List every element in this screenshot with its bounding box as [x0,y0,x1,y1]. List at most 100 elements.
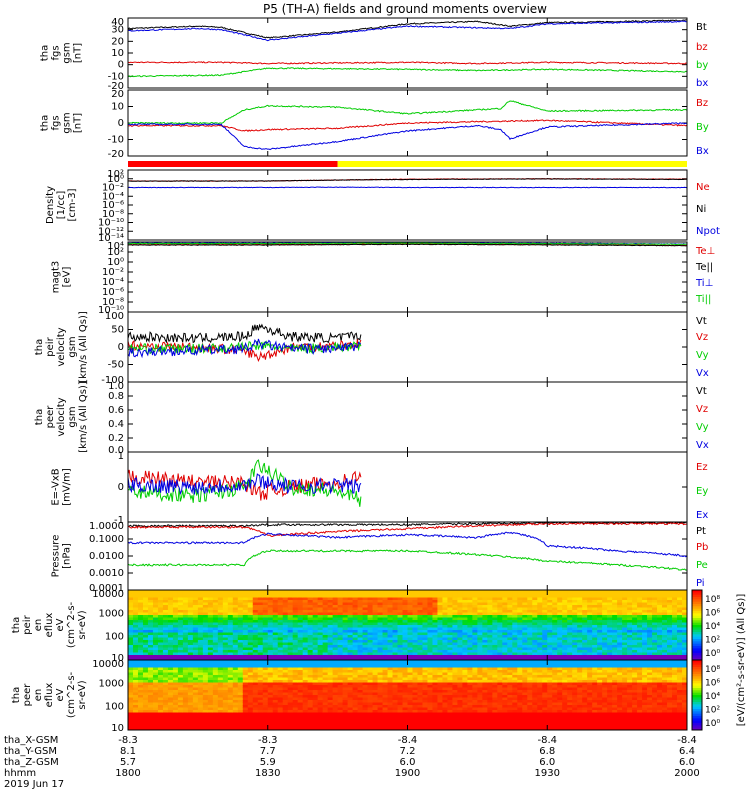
heatmap-cell [407,650,413,653]
heatmap-cell [212,722,219,726]
heatmap-cell [287,667,294,671]
heatmap-cell [647,632,653,636]
heatmap-cell [212,595,219,598]
heatmap-cell [312,602,319,606]
heatmap-cell [557,622,563,626]
heatmap-cell [157,605,164,608]
heatmap-cell [337,680,344,683]
heatmap-cell [182,597,189,601]
heatmap-cell [282,632,289,636]
heatmap-cell [302,695,309,698]
heatmap-cell [172,685,179,688]
heatmap-cell [457,607,463,611]
heatmap-cell [632,627,638,631]
heatmap-cell [257,647,264,651]
heatmap-cell [152,640,159,643]
heatmap-cell [437,595,443,598]
heatmap-cell [307,707,314,711]
heatmap-cell [587,620,593,623]
heatmap-cell [542,630,548,633]
heatmap-cell [632,645,638,648]
heatmap-cell [657,637,663,641]
heatmap-cell [257,707,264,711]
heatmap-cell [507,630,513,633]
heatmap-cell [637,657,643,661]
heatmap-cell [662,652,668,656]
heatmap-cell [232,680,239,683]
heatmap-cell [317,627,324,631]
heatmap-cell [217,622,224,626]
heatmap-cell [437,642,443,646]
ytick-label: 10⁻⁶ [102,287,124,298]
heatmap-cell [287,660,294,663]
heatmap-cell [172,647,179,651]
heatmap-cell [327,722,334,726]
heatmap-cell [287,700,294,703]
heatmap-cell [187,707,194,711]
heatmap-cell [527,625,533,628]
heatmap-cell [172,725,179,728]
heatmap-cell [547,635,553,638]
heatmap-cell [652,655,658,658]
heatmap-cell [222,687,229,691]
heatmap-cell [382,630,389,633]
heatmap-cell [132,727,139,731]
heatmap-cell [432,620,438,623]
heatmap-cell [402,632,408,636]
heatmap-cell [342,672,349,676]
heatmap-cell [202,695,209,698]
heatmap-cell [387,602,394,606]
heatmap-cell [327,635,334,638]
heatmap-cell [637,615,643,618]
ytick-label: 0.0001 [89,583,124,594]
heatmap-cell [252,672,259,676]
heatmap-cell [302,685,309,688]
heatmap-cell [132,617,139,621]
heatmap-cell [202,640,209,643]
heatmap-cell [342,650,349,653]
heatmap-cell [262,705,269,708]
heatmap-cell [672,637,678,641]
heatmap-cell [147,697,154,701]
heatmap-cell [222,615,229,618]
heatmap-cell [552,592,558,596]
heatmap-cell [327,672,334,676]
heatmap-cell [352,707,359,711]
heatmap-cell [392,617,399,621]
heatmap-cell [617,590,623,593]
heatmap-cell [612,645,618,648]
heatmap-cell [232,725,239,728]
heatmap-cell [312,670,319,673]
heatmap-cell [172,610,179,613]
heatmap-cell [382,602,389,606]
heatmap-cell [377,652,384,656]
heatmap-cell [332,625,339,628]
heatmap-cell [307,630,314,633]
heatmap-cell [422,595,428,598]
heatmap-cell [322,617,329,621]
heatmap-cell [442,607,448,611]
heatmap-cell [137,602,144,606]
heatmap-cell [607,600,613,603]
heatmap-cell [277,685,284,688]
heatmap-cell [252,682,259,686]
heatmap-cell [212,637,219,641]
heatmap-cell [662,597,668,601]
heatmap-cell [267,685,274,688]
heatmap-cell [167,627,174,631]
heatmap-cell [277,615,284,618]
heatmap-cell [247,662,254,666]
heatmap-cell [227,610,234,613]
heatmap-cell [257,597,264,601]
heatmap-cell [217,635,224,638]
heatmap-cell [682,622,688,626]
heatmap-cell [332,612,339,616]
heatmap-cell [222,632,229,636]
heatmap-cell [197,710,204,713]
heatmap-cell [382,687,389,691]
heatmap-cell [227,630,234,633]
heatmap-cell [567,650,573,653]
heatmap-cell [467,630,473,633]
heatmap-cell [347,630,354,633]
heatmap-cell [247,595,254,598]
